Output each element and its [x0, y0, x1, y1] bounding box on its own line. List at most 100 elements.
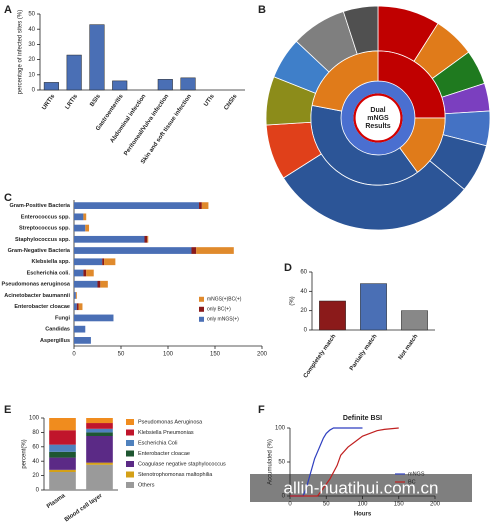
- legend-swatch: [126, 471, 134, 478]
- center-label: Dual: [370, 107, 385, 114]
- legend-label: only BC(+): [207, 307, 231, 313]
- x-tick-label: 150: [394, 502, 405, 508]
- bar: [89, 24, 105, 91]
- bar-segment: [199, 202, 202, 209]
- y-tick-label: 40: [28, 27, 35, 33]
- y-tick-label: 80: [32, 430, 39, 436]
- bar-segment: [74, 337, 91, 344]
- bar-segment: [104, 258, 116, 266]
- x-tick-label: UTIs: [203, 93, 216, 108]
- panel-letter: B: [258, 4, 266, 16]
- x-tick-label: 50: [118, 352, 125, 358]
- bar-segment: [201, 202, 209, 209]
- bar-segment: [83, 213, 87, 221]
- legend-label: mNGS(+)BC(+): [207, 297, 242, 303]
- y-tick-label: 40: [300, 289, 307, 295]
- bar-segment: [49, 418, 76, 431]
- panel-letter: A: [4, 4, 12, 16]
- y-tick-label: Staphylococcus spp.: [15, 237, 70, 243]
- bar-segment: [74, 303, 77, 311]
- bar-segment: [86, 418, 113, 424]
- x-tick-label: 0: [288, 502, 292, 508]
- legend-swatch: [199, 296, 204, 302]
- y-axis-label: (%): [290, 296, 296, 305]
- bar-segment: [74, 325, 86, 333]
- y-axis-label: Accumulated (%): [268, 439, 274, 485]
- center-label: mNGS: [367, 115, 389, 122]
- bar-segment: [74, 235, 145, 243]
- y-axis-label: percent(%): [22, 439, 28, 468]
- x-tick-label: Partially match: [349, 333, 379, 372]
- series-line: [290, 427, 363, 497]
- bar-segment: [74, 247, 192, 254]
- bar: [180, 77, 196, 91]
- bar-segment: [74, 258, 103, 266]
- bar-segment: [102, 258, 105, 266]
- bar-segment: [86, 436, 113, 463]
- bar-segment: [74, 280, 98, 288]
- y-tick-label: 0: [282, 494, 286, 500]
- y-tick-label: Gram-Negative Bacteria: [8, 248, 71, 254]
- bar: [360, 283, 387, 331]
- y-tick-label: 0: [32, 88, 36, 94]
- bar-segment: [196, 247, 234, 254]
- y-tick-label: 0: [304, 328, 308, 334]
- y-tick-label: 50: [28, 12, 35, 18]
- y-tick-label: Klebsiella spp.: [31, 259, 70, 265]
- x-tick-label: 50: [323, 502, 330, 508]
- panel-letter: D: [284, 262, 292, 274]
- sunburst-segment: [342, 5, 379, 55]
- bar-segment: [74, 314, 114, 322]
- bar-segment: [49, 469, 76, 472]
- legend-swatch: [126, 440, 134, 446]
- y-axis-label: percentage of infected sites (%): [18, 10, 24, 94]
- y-tick-label: Acinetobacter baumannii: [4, 293, 70, 299]
- bar-segment: [49, 451, 76, 458]
- y-tick-label: Fungi: [55, 315, 70, 321]
- legend-swatch: [126, 482, 134, 488]
- panel-letter: E: [4, 404, 11, 416]
- y-tick-label: Enterobacter cloacae: [14, 304, 70, 310]
- y-tick-label: Candidas: [45, 327, 70, 333]
- sunburst-ring: [341, 81, 415, 155]
- x-tick-label: 150: [210, 352, 221, 358]
- legend-label: Stenotrophomonas maltophilia: [138, 472, 213, 478]
- y-tick-label: 20: [300, 308, 307, 314]
- legend-label: only mNGS(+): [207, 317, 239, 323]
- bar-segment: [97, 280, 101, 288]
- x-tick-label: Plasma: [46, 493, 67, 510]
- x-tick-label: BSIs: [89, 93, 102, 108]
- bar-segment: [76, 303, 79, 311]
- y-tick-label: 20: [32, 473, 39, 479]
- legend-swatch: [126, 419, 134, 425]
- x-tick-label: 200: [430, 502, 441, 508]
- legend-label: Escherichia Coli: [138, 440, 177, 446]
- bar-segment: [86, 432, 113, 436]
- legend-swatch: [126, 461, 134, 467]
- bar-segment: [74, 292, 76, 299]
- bar: [401, 310, 428, 331]
- bar-segment: [78, 303, 83, 311]
- bar-segment: [86, 269, 94, 277]
- series-line: [290, 427, 399, 497]
- x-tick-label: LRTIs: [65, 93, 80, 111]
- bar-segment: [86, 462, 113, 465]
- bar-segment: [49, 444, 76, 452]
- legend-label: Coagulase negative staphylococcus: [138, 461, 226, 467]
- x-tick-label: Completely match: [303, 333, 338, 379]
- x-tick-label: URTIs: [41, 93, 56, 111]
- legend-label: Others: [138, 482, 155, 488]
- y-tick-label: 20: [28, 57, 35, 63]
- y-tick-label: 60: [300, 270, 307, 276]
- bar-segment: [147, 235, 149, 243]
- legend-label: Enterobacter cloacae: [138, 451, 190, 457]
- bar-segment: [86, 464, 113, 490]
- bar: [157, 79, 173, 91]
- y-tick-label: 30: [28, 42, 35, 48]
- center-disk: [355, 95, 401, 141]
- bar-segment: [74, 202, 200, 209]
- x-tick-label: Skin and soft tissue infection: [140, 93, 193, 165]
- legend-swatch: [199, 316, 204, 322]
- bar-segment: [100, 280, 108, 288]
